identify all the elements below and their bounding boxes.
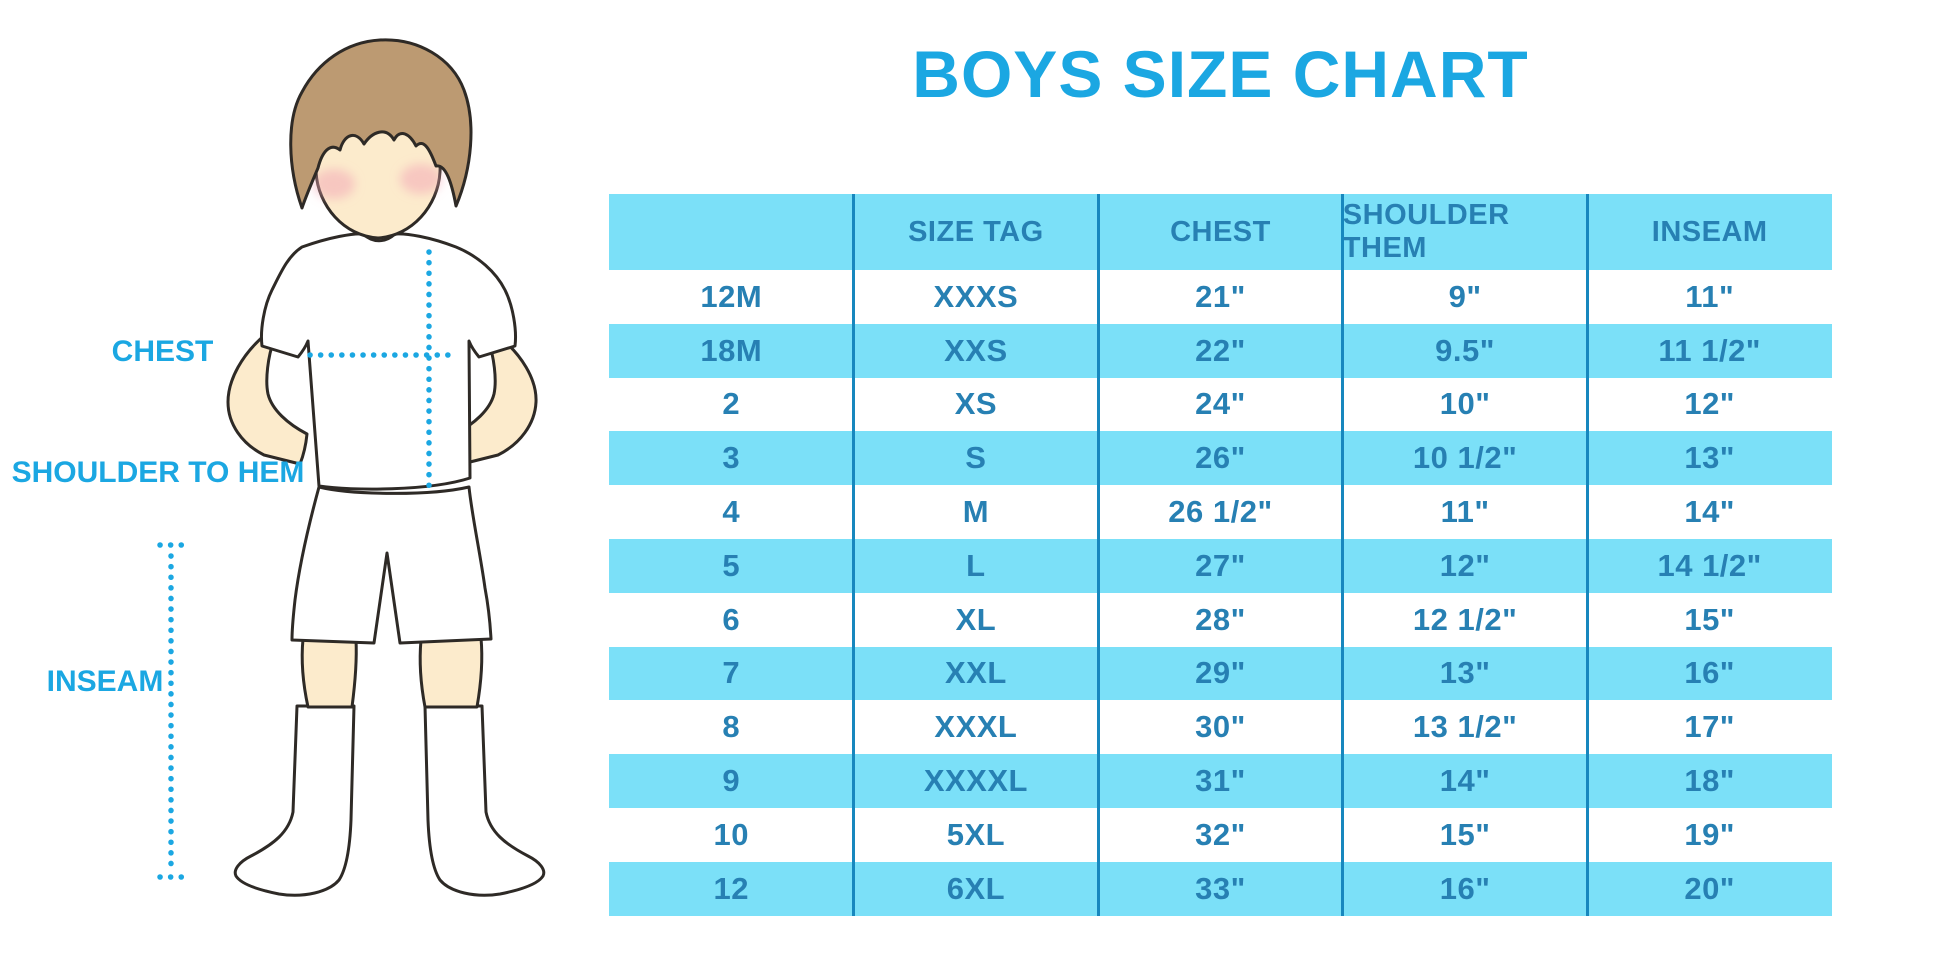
inseam-measure-line — [157, 542, 194, 880]
shorts — [290, 485, 493, 645]
value-cell: 20" — [1684, 870, 1736, 906]
legs — [300, 636, 484, 709]
header-cell: CHEST — [1170, 215, 1271, 248]
table-row: 4 M 26 1/2" 11" 14" — [609, 485, 1832, 539]
arms — [226, 332, 538, 466]
size-cell: 9 — [722, 763, 741, 799]
value-cell: 14 1/2" — [1657, 547, 1762, 583]
table-row: 5 L 27" 12" 14 1/2" — [609, 538, 1832, 593]
size-cell: 5 — [722, 547, 741, 583]
value-cell: XXXXL — [923, 763, 1028, 799]
value-cell: 22" — [1195, 332, 1246, 368]
value-cell: L — [966, 547, 986, 583]
value-cell: 6XL — [946, 870, 1006, 906]
table-header-row: SIZE TAG CHEST SHOULDER THEM INSEAM — [609, 194, 1832, 270]
value-cell: 15" — [1439, 816, 1491, 852]
table-row: 8 XXXL 30" 13 1/2" 17" — [609, 700, 1832, 755]
column-divider — [1096, 194, 1100, 916]
size-cell: 2 — [722, 386, 741, 422]
value-cell: 16" — [1439, 870, 1491, 906]
table-row: 2 XS 24" 10" 12" — [609, 377, 1832, 432]
header-cell: INSEAM — [1651, 215, 1768, 248]
value-cell: 12" — [1684, 386, 1736, 422]
table-row: 3 S 26" 10 1/2" 13" — [609, 431, 1832, 486]
value-cell: 31" — [1195, 763, 1246, 799]
value-cell: M — [962, 494, 990, 530]
table-row: 6 XL 28" 12 1/2" 15" — [609, 592, 1832, 647]
size-cell: 6 — [722, 601, 741, 637]
size-cell: 8 — [722, 709, 741, 745]
size-cell: 4 — [722, 494, 741, 530]
size-cell: 3 — [722, 440, 741, 476]
measurement-lines — [157, 249, 461, 880]
value-cell: 28" — [1195, 601, 1246, 637]
hair — [289, 38, 473, 210]
cheeks — [313, 164, 442, 199]
value-cell: XXS — [944, 332, 1008, 368]
value-cell: 13 1/2" — [1412, 709, 1518, 745]
value-cell: 9.5" — [1435, 332, 1495, 368]
boys-size-table: SIZE TAG CHEST SHOULDER THEM INSEAM 12M XXXS… — [609, 194, 1832, 916]
value-cell: 13" — [1439, 655, 1491, 691]
header-cell: SHOULDER THEM — [1342, 199, 1510, 264]
header-cell: SIZE TAG — [908, 215, 1044, 248]
value-cell: 29" — [1195, 655, 1246, 691]
table-row: 12 6XL 33" 16" 20" — [609, 861, 1832, 916]
socks — [233, 704, 546, 897]
value-cell: 27" — [1195, 547, 1246, 583]
value-cell: 11" — [1685, 278, 1735, 314]
value-cell: 14" — [1684, 494, 1736, 530]
value-cell: 11" — [1440, 494, 1490, 530]
value-cell: XS — [954, 386, 998, 422]
boy-illustration — [157, 38, 546, 897]
header-cell — [609, 194, 854, 270]
value-cell: 9" — [1448, 278, 1482, 314]
value-cell: XL — [955, 601, 997, 637]
value-cell: 18" — [1684, 763, 1736, 799]
value-cell: 10" — [1439, 386, 1491, 422]
inseam-measure-label: INSEAM — [46, 665, 164, 698]
value-cell: 12 1/2" — [1412, 601, 1518, 637]
column-divider — [852, 194, 856, 916]
shoulder-to-hem-measure-label: SHOULDER TO HEM — [11, 456, 305, 489]
column-divider — [1341, 194, 1345, 916]
table-row: 7 XXL 29" 13" 16" — [609, 646, 1832, 701]
value-cell: 15" — [1684, 601, 1736, 637]
size-cell: 18M — [700, 332, 763, 368]
size-cell: 10 — [713, 816, 750, 852]
size-cell: 12M — [700, 278, 763, 314]
value-cell: 13" — [1684, 440, 1736, 476]
value-cell: 12" — [1439, 547, 1491, 583]
value-cell: 26 1/2" — [1168, 494, 1273, 530]
table-row: 10 5XL 32" 15" 19" — [609, 807, 1832, 862]
table-row: 9 XXXXL 31" 14" 18" — [609, 754, 1832, 808]
value-cell: 14" — [1439, 763, 1491, 799]
value-cell: S — [965, 440, 987, 476]
size-cell: 7 — [722, 655, 741, 691]
value-cell: 30" — [1195, 709, 1246, 745]
value-cell: 10 1/2" — [1412, 440, 1518, 476]
value-cell: XXXL — [934, 709, 1018, 745]
value-cell: 21" — [1195, 278, 1246, 314]
size-cell: 12 — [713, 870, 750, 906]
value-cell: XXXS — [933, 278, 1019, 314]
value-cell: 24" — [1195, 386, 1246, 422]
value-cell: 19" — [1684, 816, 1736, 852]
value-cell: 32" — [1195, 816, 1246, 852]
value-cell: 5XL — [946, 816, 1006, 852]
value-cell: 11 1/2" — [1658, 332, 1762, 368]
column-divider — [1585, 194, 1589, 916]
value-cell: XXL — [944, 655, 1007, 691]
value-cell: 33" — [1195, 870, 1246, 906]
value-cell: 17" — [1684, 709, 1736, 745]
chest-measure-label: CHEST — [111, 335, 214, 368]
page-title: BOYS SIZE CHART — [912, 37, 1529, 111]
value-cell: 26" — [1195, 440, 1246, 476]
value-cell: 16" — [1684, 655, 1736, 691]
table-row: 18M XXS 22" 9.5" 11 1/2" — [609, 323, 1832, 378]
table-row: 12M XXXS 21" 9" 11" — [609, 270, 1832, 324]
